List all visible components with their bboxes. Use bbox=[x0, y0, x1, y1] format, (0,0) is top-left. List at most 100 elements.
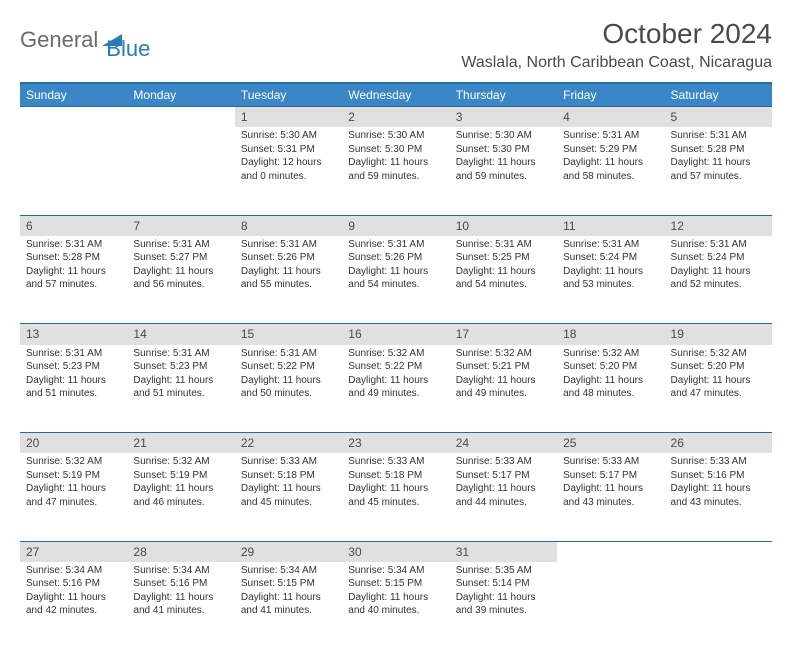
day-number-cell: 17 bbox=[450, 324, 557, 345]
sunrise-text: Sunrise: 5:31 AM bbox=[133, 347, 228, 361]
day-data-cell: Sunrise: 5:33 AMSunset: 5:18 PMDaylight:… bbox=[235, 453, 342, 541]
day-data-cell: Sunrise: 5:31 AMSunset: 5:28 PMDaylight:… bbox=[20, 236, 127, 324]
daylight-text: Daylight: 11 hours and 43 minutes. bbox=[671, 482, 766, 509]
day-number-cell: 10 bbox=[450, 215, 557, 236]
day-data-cell: Sunrise: 5:30 AMSunset: 5:31 PMDaylight:… bbox=[235, 127, 342, 215]
sunrise-text: Sunrise: 5:31 AM bbox=[133, 238, 228, 252]
day-number-cell: 4 bbox=[557, 107, 664, 128]
day-data-cell: Sunrise: 5:34 AMSunset: 5:16 PMDaylight:… bbox=[20, 562, 127, 650]
sunrise-text: Sunrise: 5:34 AM bbox=[348, 564, 443, 578]
day-data-cell: Sunrise: 5:33 AMSunset: 5:17 PMDaylight:… bbox=[450, 453, 557, 541]
day-number-cell: 29 bbox=[235, 541, 342, 562]
day-number-cell: 5 bbox=[665, 107, 772, 128]
sunset-text: Sunset: 5:16 PM bbox=[133, 577, 228, 591]
day-number-cell: 25 bbox=[557, 433, 664, 454]
sunset-text: Sunset: 5:27 PM bbox=[133, 251, 228, 265]
sunrise-text: Sunrise: 5:30 AM bbox=[241, 129, 336, 143]
logo-text-blue: Blue bbox=[106, 36, 150, 62]
sunrise-text: Sunrise: 5:31 AM bbox=[671, 238, 766, 252]
sunrise-text: Sunrise: 5:31 AM bbox=[563, 129, 658, 143]
daylight-text: Daylight: 11 hours and 41 minutes. bbox=[133, 591, 228, 618]
daylight-text: Daylight: 11 hours and 57 minutes. bbox=[671, 156, 766, 183]
daylight-text: Daylight: 11 hours and 42 minutes. bbox=[26, 591, 121, 618]
daylight-text: Daylight: 11 hours and 47 minutes. bbox=[26, 482, 121, 509]
sunset-text: Sunset: 5:22 PM bbox=[241, 360, 336, 374]
daylight-text: Daylight: 11 hours and 53 minutes. bbox=[563, 265, 658, 292]
daylight-text: Daylight: 11 hours and 46 minutes. bbox=[133, 482, 228, 509]
day-number-cell: 13 bbox=[20, 324, 127, 345]
day-data-cell bbox=[127, 127, 234, 215]
sunset-text: Sunset: 5:18 PM bbox=[348, 469, 443, 483]
sunrise-text: Sunrise: 5:33 AM bbox=[563, 455, 658, 469]
sunset-text: Sunset: 5:16 PM bbox=[671, 469, 766, 483]
weekday-header: Thursday bbox=[450, 83, 557, 107]
sunrise-text: Sunrise: 5:32 AM bbox=[133, 455, 228, 469]
day-data-cell: Sunrise: 5:33 AMSunset: 5:17 PMDaylight:… bbox=[557, 453, 664, 541]
sunrise-text: Sunrise: 5:32 AM bbox=[456, 347, 551, 361]
sunrise-text: Sunrise: 5:30 AM bbox=[348, 129, 443, 143]
day-data-cell: Sunrise: 5:31 AMSunset: 5:28 PMDaylight:… bbox=[665, 127, 772, 215]
sunset-text: Sunset: 5:20 PM bbox=[563, 360, 658, 374]
sunset-text: Sunset: 5:15 PM bbox=[348, 577, 443, 591]
day-number-cell: 24 bbox=[450, 433, 557, 454]
sunrise-text: Sunrise: 5:31 AM bbox=[563, 238, 658, 252]
day-data-cell bbox=[665, 562, 772, 650]
day-data-cell: Sunrise: 5:31 AMSunset: 5:25 PMDaylight:… bbox=[450, 236, 557, 324]
sunset-text: Sunset: 5:17 PM bbox=[456, 469, 551, 483]
daylight-text: Daylight: 11 hours and 54 minutes. bbox=[348, 265, 443, 292]
month-title: October 2024 bbox=[461, 18, 772, 50]
weekday-header-row: Sunday Monday Tuesday Wednesday Thursday… bbox=[20, 83, 772, 107]
day-data-cell bbox=[20, 127, 127, 215]
data-row: Sunrise: 5:31 AMSunset: 5:28 PMDaylight:… bbox=[20, 236, 772, 324]
sunset-text: Sunset: 5:19 PM bbox=[133, 469, 228, 483]
sunset-text: Sunset: 5:25 PM bbox=[456, 251, 551, 265]
day-number-cell: 12 bbox=[665, 215, 772, 236]
daylight-text: Daylight: 11 hours and 56 minutes. bbox=[133, 265, 228, 292]
day-number-cell bbox=[20, 107, 127, 128]
sunrise-text: Sunrise: 5:32 AM bbox=[26, 455, 121, 469]
day-number-cell: 30 bbox=[342, 541, 449, 562]
sunset-text: Sunset: 5:24 PM bbox=[563, 251, 658, 265]
location: Waslala, North Caribbean Coast, Nicaragu… bbox=[461, 54, 772, 72]
sunset-text: Sunset: 5:21 PM bbox=[456, 360, 551, 374]
day-number-cell: 15 bbox=[235, 324, 342, 345]
sunrise-text: Sunrise: 5:33 AM bbox=[348, 455, 443, 469]
sunrise-text: Sunrise: 5:35 AM bbox=[456, 564, 551, 578]
daylight-text: Daylight: 11 hours and 51 minutes. bbox=[133, 374, 228, 401]
day-data-cell: Sunrise: 5:33 AMSunset: 5:16 PMDaylight:… bbox=[665, 453, 772, 541]
data-row: Sunrise: 5:30 AMSunset: 5:31 PMDaylight:… bbox=[20, 127, 772, 215]
sunrise-text: Sunrise: 5:31 AM bbox=[241, 347, 336, 361]
day-number-cell: 7 bbox=[127, 215, 234, 236]
weekday-header: Friday bbox=[557, 83, 664, 107]
sunset-text: Sunset: 5:19 PM bbox=[26, 469, 121, 483]
day-number-cell: 23 bbox=[342, 433, 449, 454]
daynum-row: 20212223242526 bbox=[20, 433, 772, 454]
sunrise-text: Sunrise: 5:33 AM bbox=[671, 455, 766, 469]
day-number-cell: 8 bbox=[235, 215, 342, 236]
daylight-text: Daylight: 11 hours and 44 minutes. bbox=[456, 482, 551, 509]
day-number-cell: 19 bbox=[665, 324, 772, 345]
day-data-cell: Sunrise: 5:33 AMSunset: 5:18 PMDaylight:… bbox=[342, 453, 449, 541]
sunset-text: Sunset: 5:26 PM bbox=[348, 251, 443, 265]
sunrise-text: Sunrise: 5:34 AM bbox=[26, 564, 121, 578]
day-data-cell: Sunrise: 5:31 AMSunset: 5:27 PMDaylight:… bbox=[127, 236, 234, 324]
daylight-text: Daylight: 11 hours and 52 minutes. bbox=[671, 265, 766, 292]
day-number-cell: 18 bbox=[557, 324, 664, 345]
sunrise-text: Sunrise: 5:32 AM bbox=[563, 347, 658, 361]
day-number-cell: 2 bbox=[342, 107, 449, 128]
daynum-row: 12345 bbox=[20, 107, 772, 128]
day-data-cell: Sunrise: 5:32 AMSunset: 5:21 PMDaylight:… bbox=[450, 345, 557, 433]
sunrise-text: Sunrise: 5:30 AM bbox=[456, 129, 551, 143]
day-data-cell: Sunrise: 5:34 AMSunset: 5:15 PMDaylight:… bbox=[235, 562, 342, 650]
daylight-text: Daylight: 11 hours and 57 minutes. bbox=[26, 265, 121, 292]
sunrise-text: Sunrise: 5:31 AM bbox=[26, 347, 121, 361]
day-data-cell: Sunrise: 5:31 AMSunset: 5:24 PMDaylight:… bbox=[557, 236, 664, 324]
sunrise-text: Sunrise: 5:34 AM bbox=[241, 564, 336, 578]
day-data-cell: Sunrise: 5:31 AMSunset: 5:23 PMDaylight:… bbox=[20, 345, 127, 433]
day-data-cell: Sunrise: 5:32 AMSunset: 5:19 PMDaylight:… bbox=[127, 453, 234, 541]
day-number-cell: 21 bbox=[127, 433, 234, 454]
weekday-header: Wednesday bbox=[342, 83, 449, 107]
day-data-cell: Sunrise: 5:32 AMSunset: 5:20 PMDaylight:… bbox=[665, 345, 772, 433]
calendar-table: Sunday Monday Tuesday Wednesday Thursday… bbox=[20, 82, 772, 650]
day-data-cell: Sunrise: 5:34 AMSunset: 5:15 PMDaylight:… bbox=[342, 562, 449, 650]
